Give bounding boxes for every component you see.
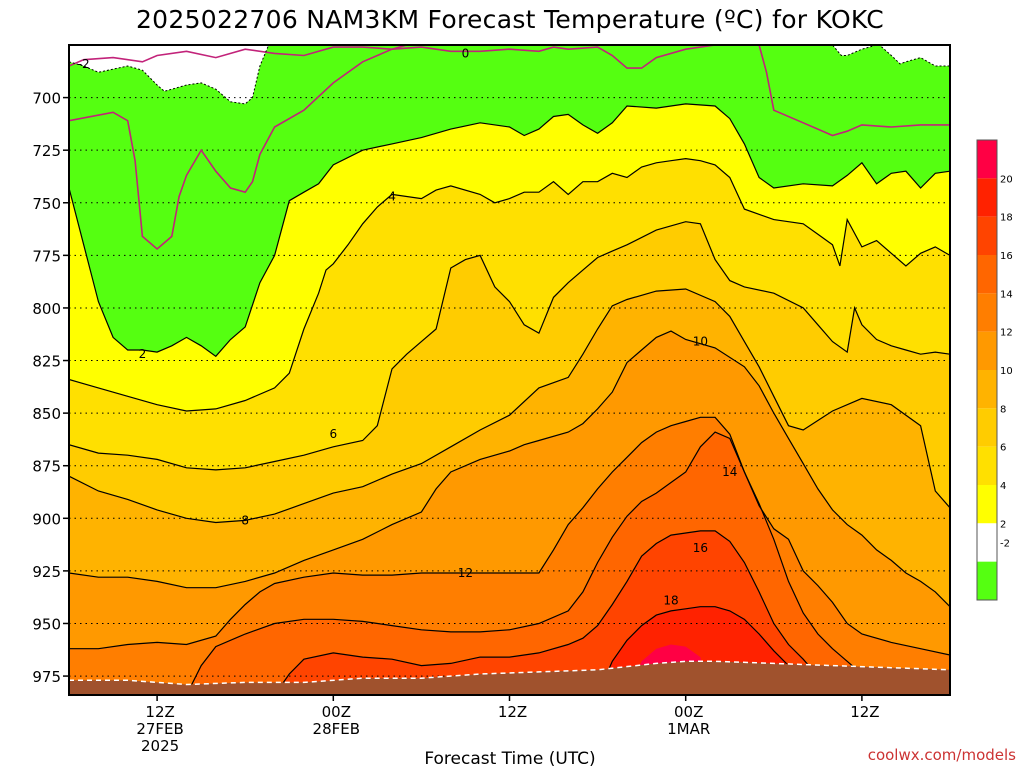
- y-tick-label-975: 975: [32, 668, 61, 686]
- colorbar-label-8: 8: [1000, 404, 1006, 415]
- contour-line-6: [69, 221, 950, 471]
- contour-label-10: 10: [693, 335, 708, 349]
- colorbar-label-minus-2: -2: [1000, 539, 1010, 550]
- colorbar-swatch-14-to-16: [977, 255, 997, 294]
- colorbar-swatch-18-to-20: [977, 178, 997, 217]
- colorbar-frame: [976, 139, 998, 601]
- colorbar-label-12: 12: [1000, 328, 1013, 339]
- zero-contour-label-1: 0: [462, 46, 470, 60]
- y-tick-label-775: 775: [32, 247, 61, 265]
- x-tick-label-30-1: 12Z: [498, 703, 527, 721]
- colorbar-swatch-16-to-18: [977, 216, 997, 255]
- contour-lines: [69, 45, 950, 695]
- x-tick-label-6-1: 12Z: [145, 703, 174, 721]
- contour-label-4: 4: [388, 189, 396, 203]
- y-tick-label-800: 800: [32, 300, 61, 318]
- y-axis: 700 725 750 775 800 825 850 875 900 925 950 975: [32, 90, 69, 686]
- y-tick-label-950: 950: [32, 615, 61, 633]
- contour-line-16: [69, 530, 950, 695]
- x-tick-label-6-3: 2025: [141, 737, 179, 755]
- x-tick-label-42-2: 1MAR: [667, 720, 710, 738]
- zero-contour-line-2: [69, 45, 950, 251]
- contour-line-12: [69, 416, 950, 656]
- colorbar-label-18: 18: [1000, 213, 1013, 224]
- y-tick-label-900: 900: [32, 510, 61, 528]
- x-tick-label-18-1: 00Z: [322, 703, 351, 721]
- y-tick-label-750: 750: [32, 195, 61, 213]
- colorbar-label-2: 2: [1000, 519, 1006, 530]
- contour-line-8: [69, 288, 950, 524]
- colorbar-swatch-20-to-22: [977, 140, 997, 179]
- contour-line-4: [69, 157, 950, 412]
- plot-area: [69, 45, 950, 695]
- y-tick-label-725: 725: [32, 142, 61, 160]
- x-tick-label-6-2: 27FEB: [136, 720, 183, 738]
- contour-label-8: 8: [241, 513, 249, 527]
- contour-line-2: [69, 103, 950, 358]
- y-tick-label-875: 875: [32, 458, 61, 476]
- contour-line-18: [69, 606, 950, 695]
- x-axis-title: Forecast Time (UTC): [424, 749, 595, 768]
- colorbar-swatch-8-to-10: [977, 370, 997, 409]
- contour-label-2: 2: [139, 347, 147, 361]
- y-tick-label-700: 700: [32, 90, 61, 108]
- contour-line-14: [69, 431, 950, 695]
- chart-title: 2025022706 NAM3KM Forecast Temperature (…: [136, 5, 884, 34]
- colorbar-label-20: 20: [1000, 174, 1013, 185]
- x-tick-label-18-2: 28FEB: [313, 720, 360, 738]
- x-tick-label-42-1: 00Z: [674, 703, 703, 721]
- colorbar-swatch-4-to-6: [977, 446, 997, 485]
- x-tick-label-54-1: 12Z: [850, 703, 879, 721]
- contour-line-10: [69, 330, 950, 608]
- credit-text: coolwx.com/models: [868, 746, 1016, 764]
- colorbar: -2 2 4 6 8 10 12 14 16 18 20: [976, 139, 1013, 601]
- contour-label-16: 16: [693, 541, 708, 555]
- contour-label-12: 12: [458, 566, 473, 580]
- contour-label-18: 18: [663, 593, 678, 607]
- colorbar-swatch-12-to-14: [977, 293, 997, 332]
- y-tick-label-825: 825: [32, 353, 61, 371]
- temperature-bands: [69, 45, 950, 695]
- ground-terrain: [69, 661, 950, 695]
- zero-contour-line-1: [69, 45, 760, 69]
- contour-label-minus-2: -2: [78, 57, 90, 71]
- contour-label-14: 14: [722, 465, 737, 479]
- colorbar-label-10: 10: [1000, 366, 1013, 377]
- colorbar-swatch-minus-2-to-2: [977, 523, 997, 562]
- contour-labels: -2 2 4 6 8 10 12 14 16 18 0: [78, 46, 738, 607]
- colorbar-label-16: 16: [1000, 251, 1013, 262]
- colorbar-swatch-2-to-4: [977, 485, 997, 524]
- colorbar-label-14: 14: [1000, 289, 1013, 300]
- y-tick-label-850: 850: [32, 405, 61, 423]
- contour-label-6: 6: [329, 427, 337, 441]
- colorbar-label-6: 6: [1000, 443, 1006, 454]
- colorbar-swatch-6-to-8: [977, 408, 997, 447]
- contour-line-minus-2: [69, 45, 950, 105]
- ground-layer: [69, 660, 950, 695]
- colorbar-swatch-10-to-12: [977, 331, 997, 370]
- colorbar-swatch-minus-4-to-minus-2: [977, 561, 997, 600]
- y-tick-label-925: 925: [32, 563, 61, 581]
- colorbar-label-4: 4: [1000, 481, 1006, 492]
- ground-surface-line: [69, 660, 950, 686]
